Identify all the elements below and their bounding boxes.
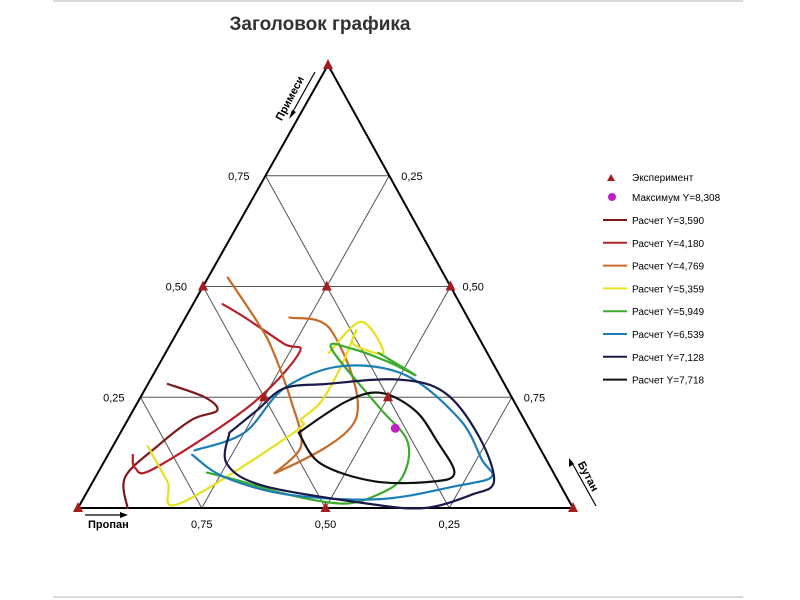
axis-label-left: Пропан: [88, 519, 129, 531]
axis-arrow-right: [570, 460, 597, 507]
top-border-line: [53, 0, 743, 2]
tick-right-2: 0,75: [524, 392, 545, 404]
axis-arrowhead-right: [569, 458, 574, 467]
experiment-point-0: [323, 59, 333, 69]
experiment-point-8: [383, 391, 393, 402]
legend-experiment-marker: [607, 174, 615, 181]
tick-right-1: 0,50: [463, 282, 484, 294]
grid-line-c-0: [201, 175, 390, 509]
grid-line-c-2: [448, 397, 513, 509]
contour-line-1: [131, 303, 302, 475]
legend-maximum-marker: [608, 193, 616, 201]
contour-line-0: [122, 382, 219, 510]
grid-line-b-2: [140, 397, 203, 509]
experiment-point-3: [198, 280, 208, 291]
legend-contour-label-2: Расчет Y=4,769: [632, 262, 705, 273]
axis-left: Пропан: [85, 512, 129, 531]
legend-contour-label-6: Расчет Y=7,128: [632, 353, 705, 364]
contour-line-6: [223, 378, 496, 510]
legend-contour-label-3: Расчет Y=5,359: [632, 284, 705, 295]
tick-left-0: 0,75: [228, 171, 249, 183]
axis-arrowhead-top: [289, 110, 296, 119]
tick-left-2: 0,25: [103, 392, 124, 404]
bottom-border-line: [53, 596, 743, 598]
axis-label-right: Бутан: [575, 460, 601, 494]
axis-arrowhead-left: [120, 512, 128, 518]
legend-contour-label-5: Расчет Y=6,539: [632, 330, 705, 341]
legend-experiment-label: Эксперимент: [632, 173, 694, 184]
experiment-point-7: [259, 391, 270, 402]
tick-left-1: 0,50: [166, 282, 187, 294]
tick-right-0: 0,25: [401, 171, 422, 183]
legend-contour-label-7: Расчет Y=7,718: [632, 376, 705, 387]
axis-right: Бутан: [569, 458, 601, 507]
legend-contour-entries: Расчет Y=3,590 Расчет Y=4,180 Расчет Y=4,7…: [603, 216, 705, 387]
legend-contour-label-4: Расчет Y=5,949: [632, 307, 705, 318]
experiment-point-2: [568, 502, 578, 512]
chart-title: Заголовок графика: [230, 14, 411, 35]
experiment-point-6: [321, 280, 332, 291]
experiment-point-4: [445, 280, 456, 291]
contour-line-3: [146, 320, 385, 507]
tick-labels: 0,75 0,50 0,25 0,25 0,50 0,75 0,75 0,50 0,25: [103, 171, 545, 531]
axis-arrow-top: [290, 71, 316, 116]
grid-line-b-0: [265, 175, 450, 509]
experiment-points: [73, 59, 578, 512]
legend-contour-label-1: Расчет Y=4,180: [632, 239, 705, 250]
contour-line-7: [297, 391, 456, 485]
legend-contour-label-0: Расчет Y=3,590: [632, 216, 705, 227]
legend: Эксперимент Максимум Y=8,308 Расчет Y=3,…: [603, 173, 721, 387]
tick-bottom-2: 0,25: [439, 519, 460, 531]
experiment-point-1: [73, 502, 83, 512]
tick-bottom-1: 0,50: [315, 519, 336, 531]
maximum-point: [390, 423, 400, 433]
contour-line-2: [226, 276, 359, 475]
contour-lines: [122, 276, 496, 510]
experiment-point-5: [320, 502, 331, 512]
legend-maximum-label: Максимум Y=8,308: [632, 193, 721, 204]
tick-bottom-0: 0,75: [191, 519, 212, 531]
